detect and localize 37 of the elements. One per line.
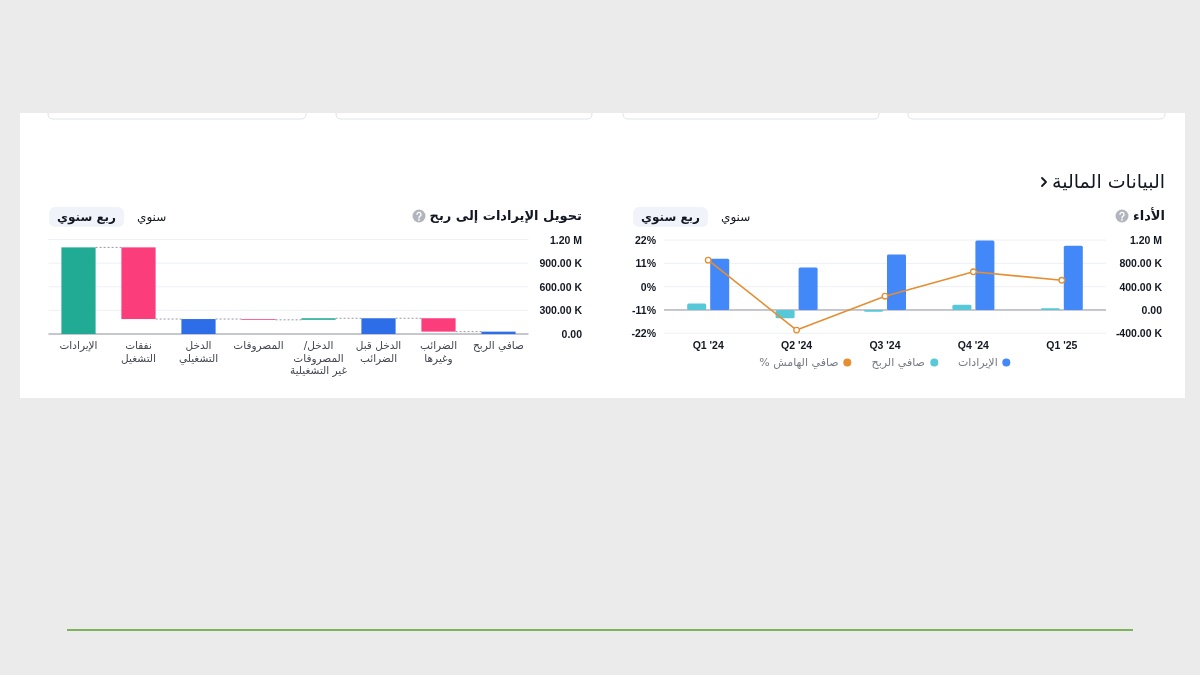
x-tick-label: الدخل/ المصروفات غير التشغيلية — [289, 339, 348, 377]
y-tick-label: 1.20 M — [549, 233, 582, 246]
x-tick-label: نفقات التشغيل — [120, 339, 157, 365]
y-tick-label: 0% — [640, 280, 656, 293]
chart-title: تحويل الإيرادات إلى ربح — [429, 208, 582, 224]
control-toggle-selected: ربع سنوي — [633, 207, 708, 227]
x-tick-label: الدخل قبل الضرائب — [354, 339, 403, 365]
x-tick-label: الضرائب وغيرها — [418, 339, 459, 365]
x-tick-label: الدخل التشغيلي — [177, 339, 220, 365]
x-tick-label: المصروفات — [232, 339, 285, 352]
y-tick-label: 22% — [634, 233, 656, 247]
y-tick-label: 300.00 K — [539, 304, 582, 317]
y2-tick-label: 800.00 K — [1119, 257, 1162, 270]
y2-tick-label: 400.00 K — [1119, 280, 1162, 293]
control-toggle-selected: ربع سنوي — [49, 207, 124, 227]
control-toggle: سنوي — [129, 207, 175, 227]
x-tick-label: Q1 '25 — [1046, 338, 1078, 352]
x-tick-label: Q2 '24 — [781, 338, 813, 352]
y-tick-label: 11% — [635, 257, 656, 270]
legend-label: صافي الهامش % — [759, 355, 839, 369]
legend: الإيرادات صافي الربح صافي الهامش % — [759, 355, 1011, 369]
y-tick-label: -22% — [631, 327, 656, 340]
text: البيانات المالية — [1052, 169, 1165, 193]
y-tick-label: 0.00 — [561, 327, 582, 341]
x-tick-label: Q1 '24 — [692, 338, 724, 352]
x-tick-label: Q3 '24 — [869, 338, 901, 352]
y-tick-label: 900.00 K — [539, 256, 582, 270]
x-tick-label: الإيرادات — [58, 339, 99, 352]
control-toggle: سنوي — [713, 207, 759, 227]
y2-tick-label: 0.00 — [1141, 303, 1162, 317]
x-tick-label: Q4 '24 — [957, 338, 989, 352]
text: الأداء — [1133, 208, 1165, 224]
x-tick-label: صافي الربح — [472, 339, 525, 352]
y-tick-label: -11% — [632, 303, 656, 317]
y-tick-label: 600.00 K — [539, 280, 582, 294]
y2-tick-label: 1.20 M — [1129, 233, 1162, 247]
y2-tick-label: -400.00 K — [1115, 327, 1162, 340]
